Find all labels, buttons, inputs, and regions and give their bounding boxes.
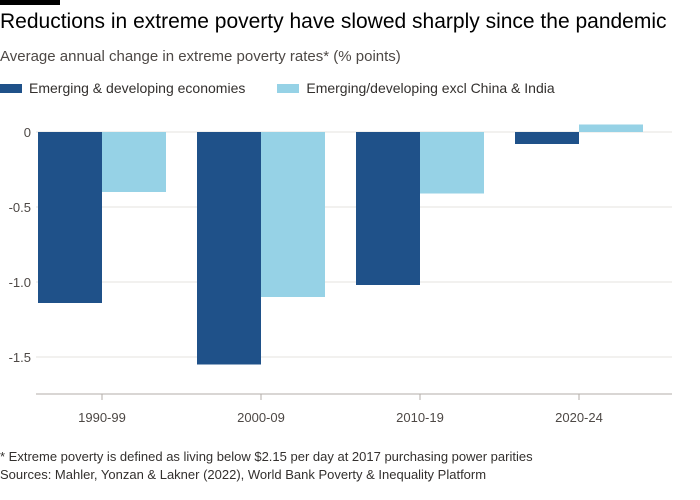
- bar: [261, 132, 325, 297]
- source-note: Sources: Mahler, Yonzan & Lakner (2022),…: [0, 467, 487, 482]
- brand-bar: [0, 0, 60, 5]
- bar: [38, 132, 102, 303]
- legend-label-series-1: Emerging & developing economies: [29, 80, 246, 96]
- chart-title: Reductions in extreme poverty have slowe…: [0, 10, 667, 33]
- bar: [420, 132, 484, 194]
- bar: [102, 132, 166, 192]
- x-tick-label: 1990-99: [78, 410, 126, 425]
- chart-subtitle: Average annual change in extreme poverty…: [0, 48, 401, 65]
- y-tick-label: -1.5: [9, 350, 31, 365]
- legend: Emerging & developing economies Emerging…: [0, 80, 587, 96]
- legend-swatch-series-2: [277, 83, 300, 93]
- legend-swatch-series-1: [0, 83, 22, 93]
- bar: [197, 132, 261, 365]
- bar: [579, 124, 643, 132]
- bar: [515, 132, 579, 144]
- footnote: * Extreme poverty is defined as living b…: [0, 449, 533, 464]
- bar: [356, 132, 420, 285]
- x-tick-label: 2010-19: [396, 410, 444, 425]
- y-tick-label: -1.0: [9, 275, 31, 290]
- y-tick-label: -0.5: [9, 200, 31, 215]
- x-tick-label: 2000-09: [237, 410, 285, 425]
- legend-label-series-2: Emerging/developing excl China & India: [306, 80, 555, 96]
- legend-item-series-1: Emerging & developing economies: [0, 80, 245, 96]
- legend-item-series-2: Emerging/developing excl China & India: [277, 80, 555, 96]
- bar-chart: 0 -0.5 -1.0 -1.5 1990-99 2000-09 2010-19 2020-2…: [9, 124, 672, 425]
- x-tick-label: 2020-24: [555, 410, 603, 425]
- y-tick-label: 0: [24, 125, 31, 140]
